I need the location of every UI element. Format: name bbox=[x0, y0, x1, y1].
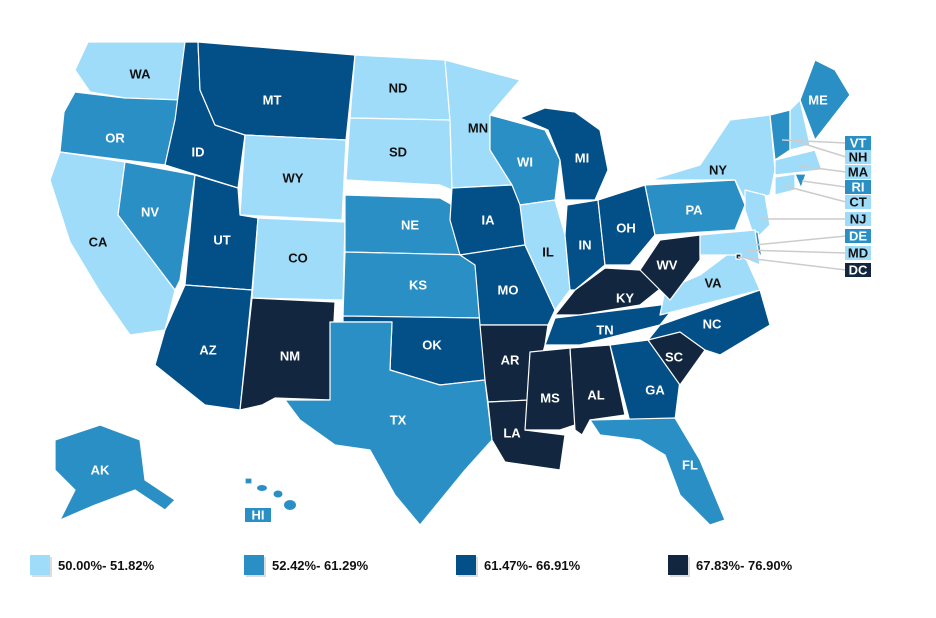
state-or[interactable] bbox=[59, 91, 183, 166]
state-md[interactable] bbox=[699, 229, 761, 266]
legend-swatch bbox=[30, 555, 50, 575]
state-mt[interactable] bbox=[197, 41, 356, 141]
label-box-nh bbox=[845, 150, 871, 164]
leader-line bbox=[744, 249, 847, 254]
hawaii-island bbox=[257, 485, 267, 491]
state-me[interactable] bbox=[799, 59, 851, 141]
label-box-nj bbox=[845, 212, 871, 226]
label-box-vt bbox=[845, 136, 871, 150]
state-co[interactable] bbox=[251, 217, 346, 301]
state-mi[interactable] bbox=[519, 107, 609, 201]
leader-line bbox=[801, 180, 847, 188]
state-fl[interactable] bbox=[589, 417, 726, 526]
legend-item-3: 61.47%- 66.91% bbox=[456, 555, 580, 575]
hawaii-island bbox=[273, 490, 283, 498]
state-tx[interactable] bbox=[284, 321, 493, 526]
state-ak[interactable] bbox=[54, 424, 176, 521]
state-nj[interactable] bbox=[744, 189, 771, 241]
legend-label: 67.83%- 76.90% bbox=[696, 557, 793, 573]
state-hi[interactable] bbox=[244, 477, 253, 485]
legend-swatch bbox=[244, 555, 264, 575]
legend-item-4: 67.83%- 76.90% bbox=[668, 555, 792, 575]
label-box-md bbox=[845, 246, 871, 260]
state-wy[interactable] bbox=[239, 134, 347, 221]
label-box-de bbox=[845, 229, 871, 243]
state-nv[interactable] bbox=[117, 161, 196, 291]
label-box-dc bbox=[845, 263, 871, 277]
state-va[interactable] bbox=[659, 244, 761, 316]
legend-item-2: 52.42%- 61.29% bbox=[244, 555, 368, 575]
hawaii-island bbox=[284, 500, 296, 510]
label-box-ct bbox=[845, 195, 871, 209]
state-ct[interactable] bbox=[774, 173, 796, 196]
state-nd[interactable] bbox=[349, 54, 451, 121]
label-box-hi bbox=[245, 508, 271, 522]
legend-swatch bbox=[456, 555, 476, 575]
state-wa[interactable] bbox=[74, 41, 186, 101]
leader-line bbox=[797, 141, 847, 158]
state-oh[interactable] bbox=[597, 184, 656, 266]
state-nc[interactable] bbox=[647, 289, 771, 356]
leader-line bbox=[784, 185, 847, 203]
state-pa[interactable] bbox=[644, 179, 746, 236]
state-nm[interactable] bbox=[239, 297, 336, 411]
leader-line bbox=[754, 235, 847, 246]
leader-line bbox=[781, 139, 847, 144]
legend-label: 50.00%- 51.82% bbox=[58, 557, 155, 573]
state-ks[interactable] bbox=[342, 251, 481, 319]
state-ms[interactable] bbox=[524, 347, 576, 431]
label-box-ri bbox=[845, 180, 871, 194]
legend-item-1: 50.00%- 51.82% bbox=[30, 555, 154, 575]
leader-line bbox=[799, 165, 847, 173]
state-sd[interactable] bbox=[345, 117, 453, 191]
legend-label: 52.42%- 61.29% bbox=[272, 557, 369, 573]
leader-line bbox=[737, 256, 847, 271]
state-ma[interactable] bbox=[774, 149, 823, 176]
legend-label: 61.47%- 66.91% bbox=[484, 557, 581, 573]
label-box-ma bbox=[845, 165, 871, 179]
legend-swatch bbox=[668, 555, 688, 575]
